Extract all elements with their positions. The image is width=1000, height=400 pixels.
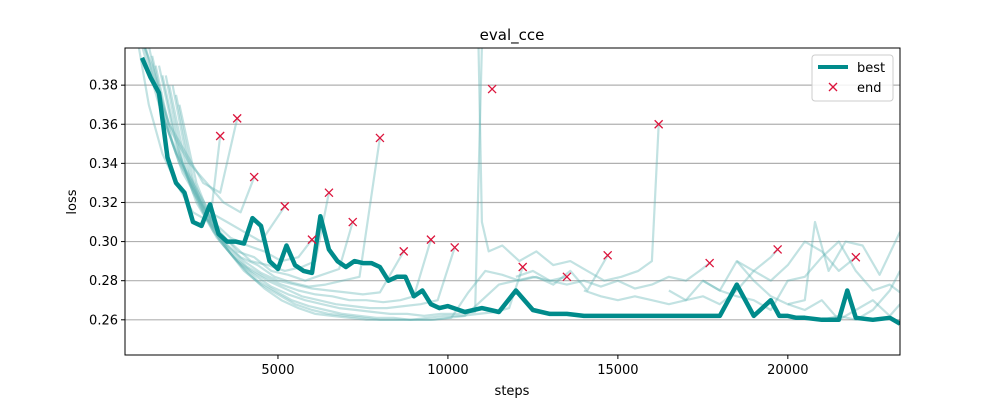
run-line [151, 55, 354, 282]
run-line [143, 48, 239, 194]
end-marker [426, 235, 436, 245]
x-tick-label: 10000 [427, 363, 468, 378]
end-marker [324, 188, 334, 198]
legend-end-swatch [828, 82, 838, 92]
run-line [148, 48, 330, 272]
run-lines [137, 48, 900, 321]
end-marker [307, 235, 317, 245]
x-tick-label: 20000 [767, 363, 808, 378]
run-line [171, 84, 524, 321]
y-tick-label: 0.36 [89, 118, 118, 133]
y-tick-label: 0.26 [89, 313, 118, 328]
y-ticks: 0.26 0.28 0.30 0.32 0.34 0.36 0.38 [89, 79, 125, 328]
run-line [583, 248, 779, 306]
y-tick-label: 0.34 [89, 157, 118, 172]
end-marker [450, 242, 460, 252]
end-marker [705, 258, 715, 268]
run-line [144, 48, 313, 263]
run-line [668, 240, 857, 306]
run-line [178, 104, 609, 321]
best-line-group [139, 56, 900, 326]
x-tick-label: 5000 [261, 363, 294, 378]
end-marker [562, 272, 572, 282]
run-line [515, 262, 711, 290]
chart-title: eval_cce [480, 26, 545, 45]
plot-frame [124, 47, 901, 356]
end-marker [487, 84, 497, 94]
run-line [477, 48, 660, 282]
run-line [164, 75, 456, 310]
end-marker [654, 119, 664, 129]
end-marker [773, 244, 783, 254]
legend-best-label: best [857, 61, 885, 76]
y-tick-label: 0.30 [89, 235, 118, 250]
end-marker [375, 133, 385, 143]
end-marker [215, 131, 225, 141]
run-line [702, 240, 900, 312]
end-marker [603, 250, 613, 260]
run-line [157, 65, 405, 296]
legend: best end [811, 54, 894, 102]
y-tick-label: 0.32 [89, 196, 118, 211]
plot-area: 5000 10000 15000 20000 0.26 0.28 0.30 0.32 0.34… [89, 47, 901, 378]
end-marker [280, 201, 290, 211]
best-line [139, 56, 900, 326]
end-marker [249, 172, 259, 182]
end-marker [399, 246, 409, 256]
end-marker [232, 113, 242, 123]
end-marker [518, 262, 528, 272]
y-tick-label: 0.38 [89, 79, 118, 94]
run-line [735, 220, 900, 306]
x-axis-label: steps [495, 384, 530, 399]
grid-lines [125, 84, 900, 321]
run-line [821, 270, 900, 321]
end-marker [348, 217, 358, 227]
run-line [168, 48, 483, 317]
end-markers [215, 84, 861, 282]
run-line [787, 299, 900, 321]
run-line [174, 94, 568, 321]
x-ticks: 5000 10000 15000 20000 [261, 355, 809, 378]
y-tick-label: 0.28 [89, 274, 118, 289]
y-axis-label: loss [65, 189, 80, 214]
legend-end-label: end [857, 81, 882, 96]
run-line [161, 75, 432, 304]
end-marker [851, 252, 861, 262]
x-tick-label: 15000 [597, 363, 638, 378]
run-line [154, 65, 381, 288]
